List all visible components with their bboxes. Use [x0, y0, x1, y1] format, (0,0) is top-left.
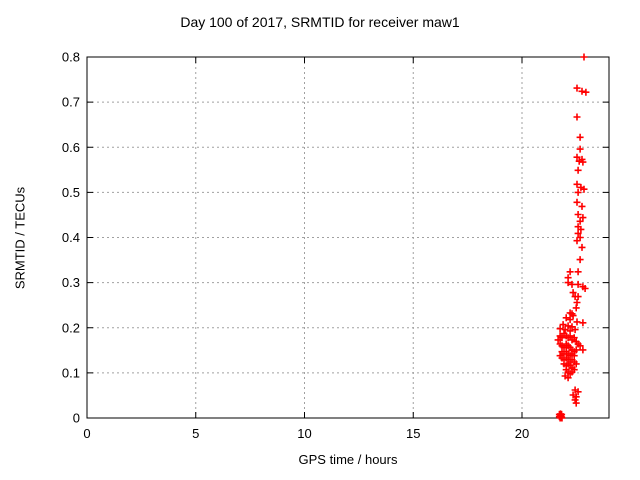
chart-title: Day 100 of 2017, SRMTID for receiver maw… — [180, 14, 460, 30]
y-tick-label: 0.3 — [62, 275, 80, 290]
y-tick-label: 0.8 — [62, 50, 80, 65]
y-tick-label: 0 — [73, 411, 80, 426]
y-tick-label: 0.7 — [62, 95, 80, 110]
x-tick-label: 10 — [297, 426, 311, 441]
y-tick-label: 0.5 — [62, 185, 80, 200]
y-tick-label: 0.4 — [62, 230, 80, 245]
x-axis-label: GPS time / hours — [298, 452, 398, 467]
y-tick-label: 0.6 — [62, 140, 80, 155]
x-tick-label: 0 — [83, 426, 90, 441]
x-tick-label: 15 — [406, 426, 420, 441]
x-tick-label: 5 — [192, 426, 199, 441]
data-points-srmtid — [554, 53, 590, 422]
y-tick-label: 0.2 — [62, 320, 80, 335]
y-tick-label: 0.1 — [62, 365, 80, 380]
x-tick-label: 20 — [515, 426, 529, 441]
